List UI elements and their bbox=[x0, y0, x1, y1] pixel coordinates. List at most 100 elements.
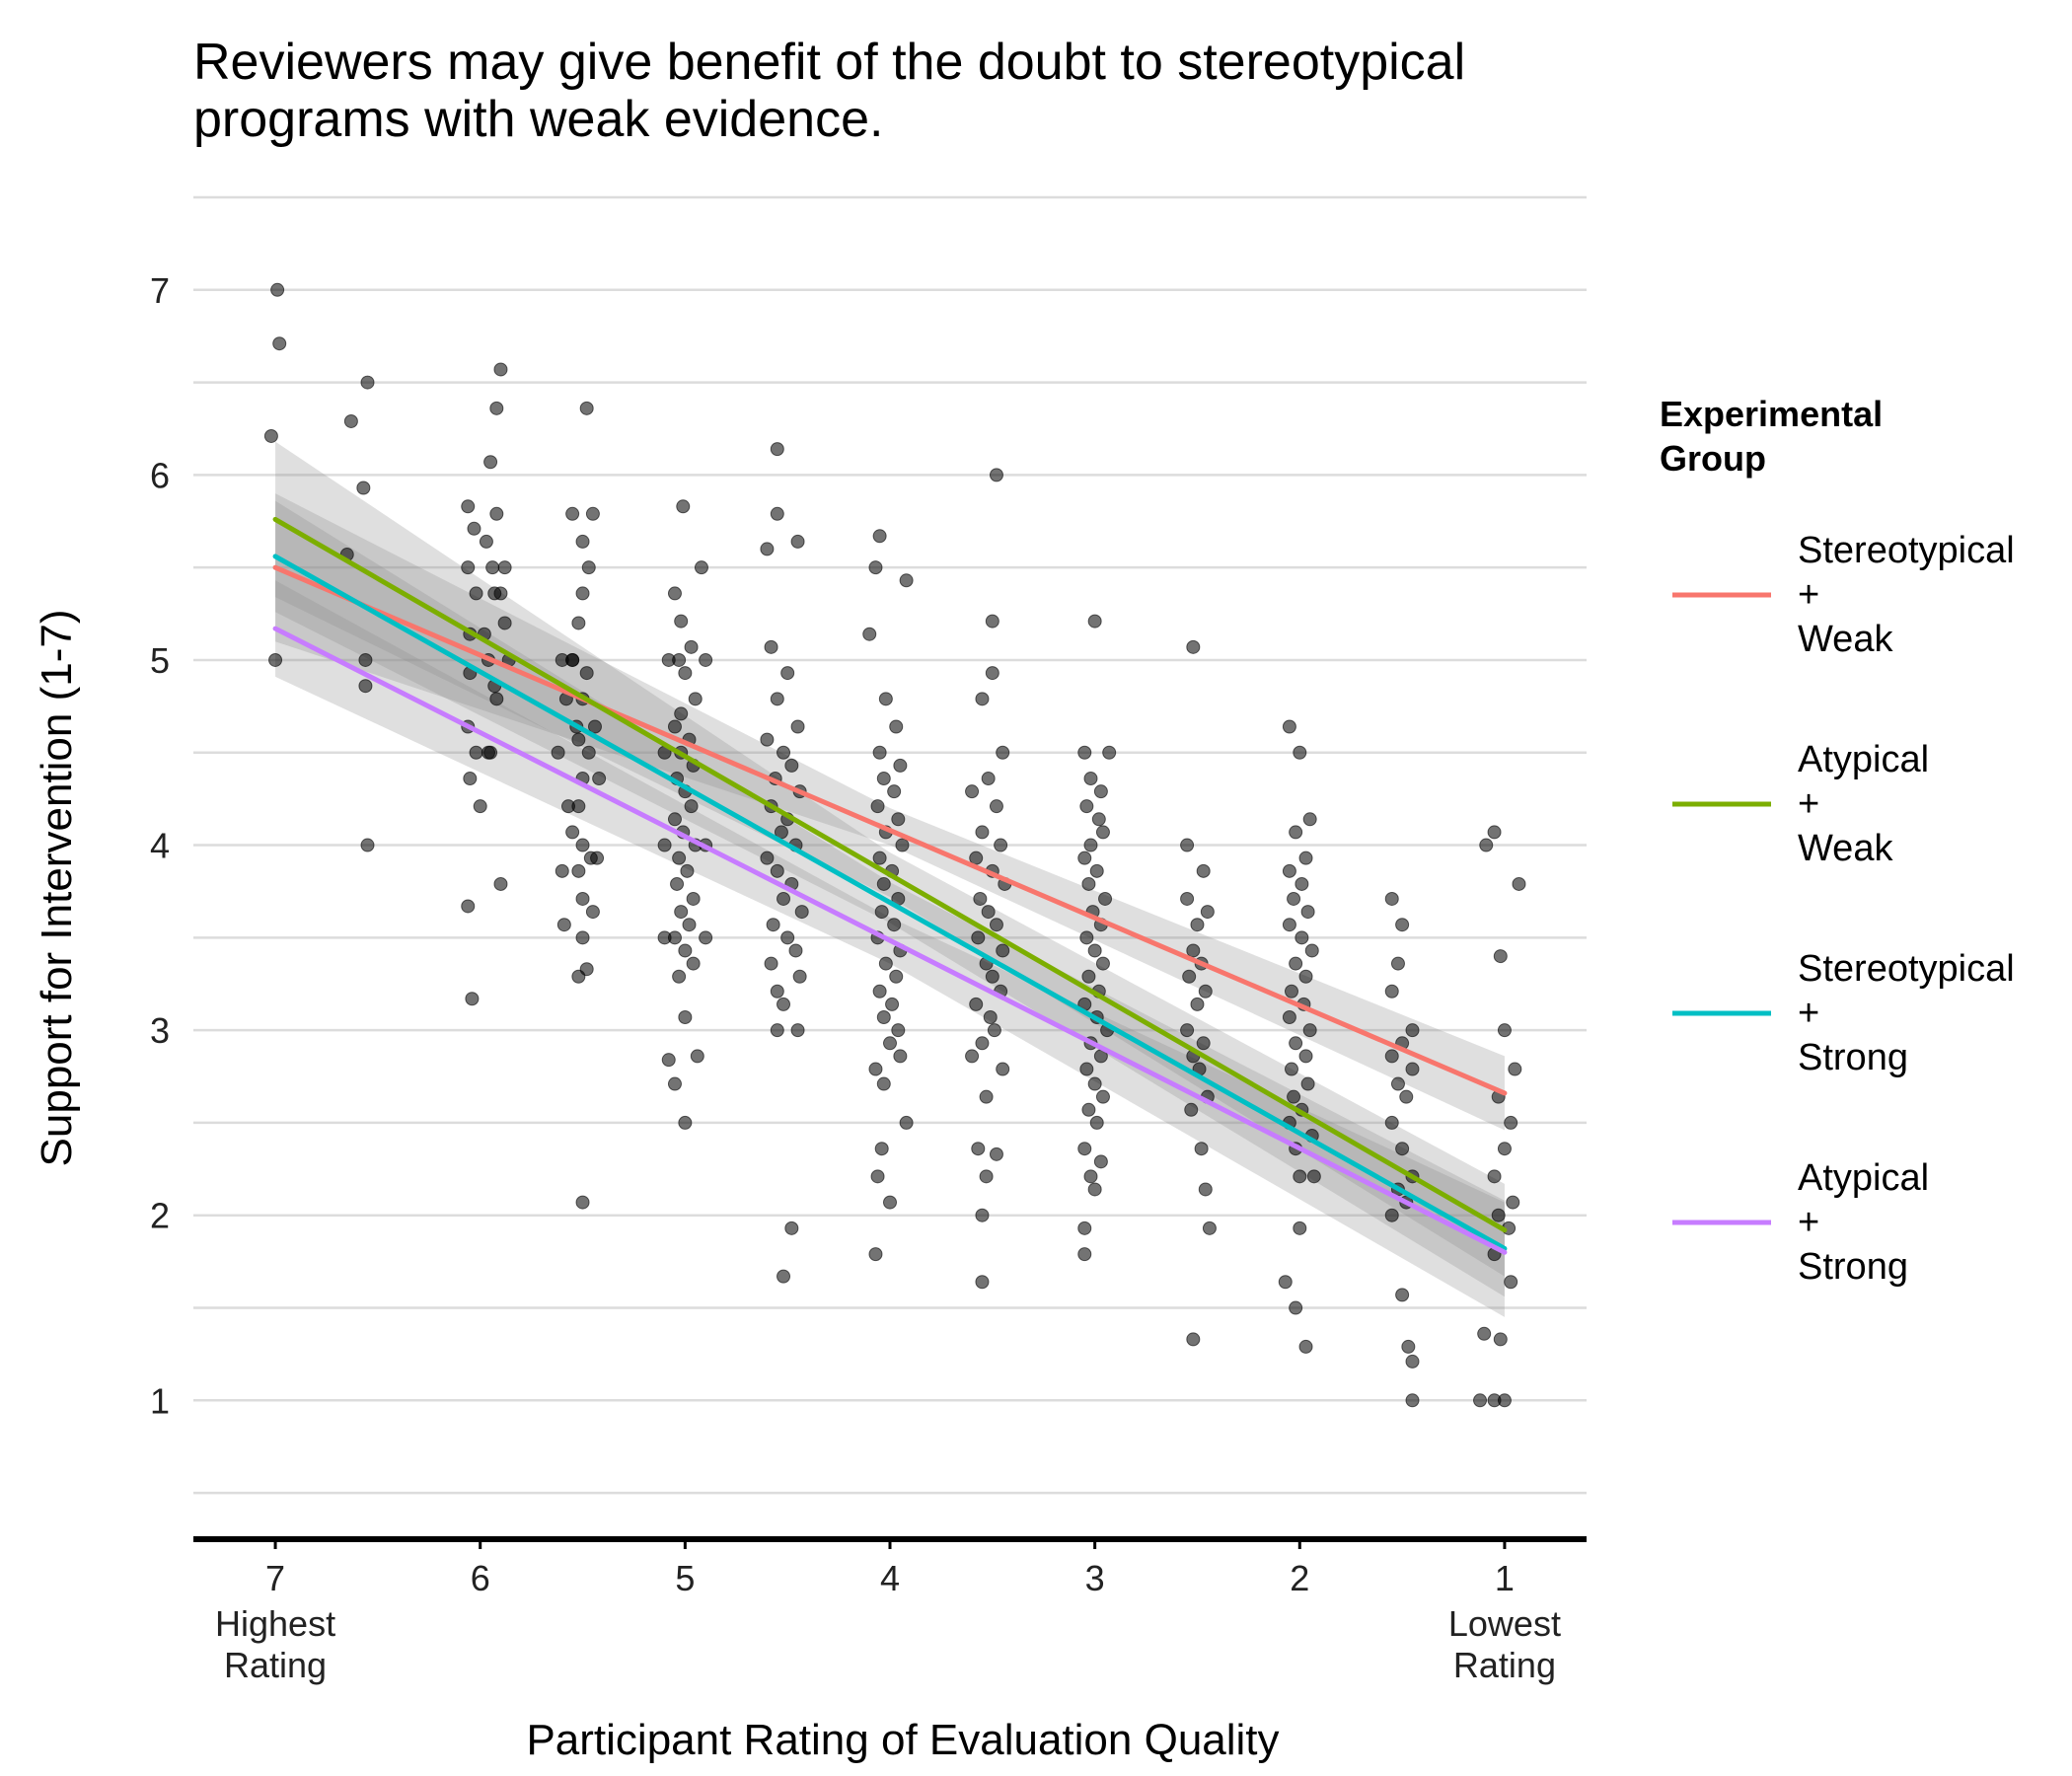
data-point bbox=[764, 639, 778, 654]
data-point bbox=[1493, 1332, 1508, 1347]
data-point bbox=[784, 1221, 799, 1235]
data-point bbox=[1405, 1023, 1420, 1038]
data-point bbox=[1095, 825, 1110, 840]
data-point bbox=[876, 772, 891, 786]
data-point bbox=[678, 666, 693, 681]
legend-title-line-2: Group bbox=[1660, 438, 1766, 479]
data-point bbox=[497, 616, 512, 630]
data-point bbox=[1182, 969, 1197, 984]
chart-title-line-2: programs with weak evidence. bbox=[193, 91, 883, 148]
legend-label-4: Atypical bbox=[1798, 1157, 1929, 1199]
data-point bbox=[1512, 876, 1526, 891]
data-point bbox=[979, 1169, 994, 1184]
legend: Experimental Group Stereotypical+WeakAty… bbox=[1660, 394, 2015, 1288]
data-point bbox=[1477, 1326, 1492, 1341]
data-point bbox=[1395, 1142, 1410, 1156]
data-points bbox=[263, 282, 1526, 1408]
data-point bbox=[555, 863, 569, 878]
data-point bbox=[1083, 838, 1098, 852]
data-point bbox=[985, 666, 999, 681]
data-point bbox=[1087, 614, 1102, 629]
data-point bbox=[489, 401, 504, 415]
regression-lines bbox=[272, 516, 1508, 1255]
data-point bbox=[657, 930, 672, 945]
x-tick-label: 2 bbox=[1290, 1558, 1309, 1598]
data-point bbox=[661, 652, 676, 667]
data-point bbox=[1384, 984, 1399, 999]
data-point bbox=[868, 560, 883, 575]
data-point bbox=[678, 1010, 693, 1025]
x-tick-label: 1 bbox=[1495, 1558, 1515, 1598]
regression-line-3 bbox=[272, 554, 1508, 1251]
data-point bbox=[1293, 1221, 1307, 1235]
data-point bbox=[1278, 1275, 1293, 1290]
x-axis-title: Participant Rating of Evaluation Quality bbox=[526, 1716, 1279, 1764]
data-point bbox=[1298, 851, 1313, 865]
data-point bbox=[1293, 745, 1307, 760]
data-point bbox=[989, 799, 1003, 814]
data-point bbox=[1190, 918, 1205, 932]
data-point bbox=[870, 1169, 885, 1184]
data-point bbox=[1190, 997, 1205, 1011]
data-point bbox=[587, 719, 602, 734]
data-point bbox=[1081, 1102, 1096, 1117]
data-point bbox=[1295, 876, 1309, 891]
data-point bbox=[1479, 838, 1494, 852]
data-point bbox=[674, 614, 689, 629]
data-point bbox=[1093, 784, 1108, 799]
y-tick-label: 1 bbox=[150, 1380, 170, 1421]
data-point bbox=[1405, 1393, 1420, 1408]
data-point bbox=[479, 534, 493, 549]
data-point bbox=[862, 627, 877, 641]
data-point bbox=[1405, 1062, 1420, 1076]
data-point bbox=[1504, 1115, 1518, 1130]
data-point bbox=[694, 560, 708, 575]
data-point bbox=[1487, 825, 1502, 840]
data-point bbox=[760, 851, 775, 865]
data-point bbox=[1384, 1049, 1399, 1064]
chart-title-line-1: Reviewers may give benefit of the doubt … bbox=[193, 34, 1465, 91]
data-point bbox=[1300, 905, 1315, 920]
data-point bbox=[766, 918, 780, 932]
data-point bbox=[1473, 1393, 1488, 1408]
data-point bbox=[874, 1142, 889, 1156]
data-point bbox=[485, 560, 500, 575]
data-point bbox=[1284, 984, 1298, 999]
data-point bbox=[1504, 1275, 1518, 1290]
data-point bbox=[1493, 949, 1508, 964]
data-point bbox=[965, 1049, 980, 1064]
data-point bbox=[887, 918, 902, 932]
data-point bbox=[770, 442, 784, 457]
data-point bbox=[575, 891, 590, 906]
data-point bbox=[1093, 1154, 1108, 1169]
data-point bbox=[571, 732, 586, 747]
data-point bbox=[878, 956, 893, 971]
data-point bbox=[973, 891, 988, 906]
data-point bbox=[1384, 891, 1399, 906]
data-point bbox=[876, 876, 891, 891]
data-point bbox=[777, 745, 791, 760]
data-point bbox=[1395, 1288, 1410, 1302]
data-point bbox=[1198, 1182, 1213, 1197]
data-point bbox=[489, 506, 504, 521]
data-point bbox=[684, 639, 699, 654]
data-point bbox=[794, 905, 809, 920]
data-point bbox=[770, 863, 784, 878]
data-point bbox=[360, 375, 375, 390]
data-point bbox=[1282, 918, 1296, 932]
data-point bbox=[1081, 969, 1096, 984]
legend-items: Stereotypical+WeakAtypical+WeakStereotyp… bbox=[1672, 530, 2015, 1288]
data-point bbox=[965, 784, 980, 799]
data-point bbox=[560, 799, 575, 814]
data-point bbox=[483, 455, 498, 470]
data-point bbox=[674, 706, 689, 721]
data-point bbox=[872, 851, 887, 865]
y-tick-label: 5 bbox=[150, 640, 170, 681]
data-point bbox=[777, 1269, 791, 1284]
legend-label-4: Strong bbox=[1798, 1246, 1908, 1288]
legend-label-4: + bbox=[1798, 1202, 1819, 1243]
data-point bbox=[571, 863, 586, 878]
data-point bbox=[1095, 956, 1110, 971]
data-point bbox=[1091, 812, 1106, 827]
